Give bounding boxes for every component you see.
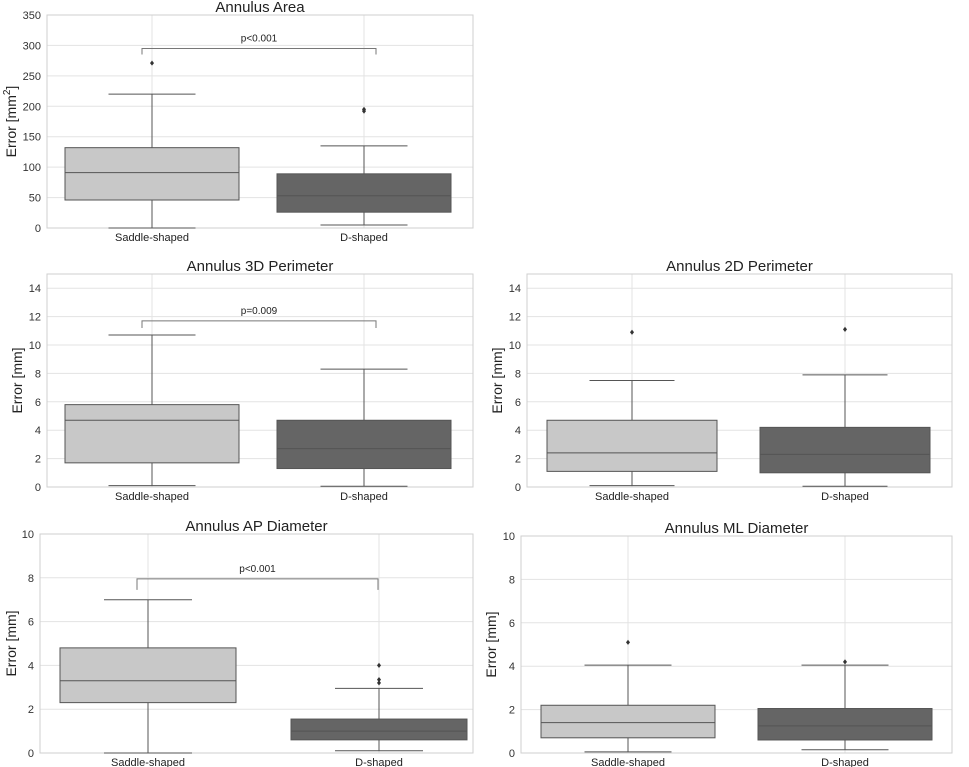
significance-label: p<0.001: [241, 33, 278, 44]
y-tick-label: 0: [35, 482, 41, 494]
significance-label: p=0.009: [241, 306, 278, 317]
outlier-point: [150, 60, 154, 66]
y-tick-label: 200: [23, 101, 41, 113]
box-saddle-shaped: [540, 704, 716, 739]
y-tick-label: 12: [509, 312, 521, 324]
chart-3: 0 2 4 6 8 10 12 14 Saddle-shaped D-shaped Annulus …: [489, 258, 953, 503]
x-category-label: Saddle-shaped: [595, 491, 669, 503]
y-tick-label: 4: [35, 425, 41, 437]
chart-title: Annulus 2D Perimeter: [666, 258, 813, 275]
y-tick-label: 0: [509, 748, 515, 760]
outlier-point: [626, 639, 630, 645]
significance-bracket: [141, 320, 377, 328]
y-tick-label: 250: [23, 71, 41, 83]
box-d-shaped: [276, 173, 452, 213]
y-axis-label-main: Error [mm]: [9, 347, 25, 413]
y-tick-label: 6: [28, 617, 34, 629]
y-tick-label: 4: [509, 661, 515, 673]
chart-2: 0 2 4 6 8 10 12 14 Saddle-shaped D-shaped p=0.009 A…: [9, 258, 474, 503]
y-axis-label: Error [mm]: [483, 611, 499, 677]
y-tick-label: 14: [509, 283, 521, 295]
chart-title: Annulus 3D Perimeter: [187, 258, 334, 275]
x-category-label: Saddle-shaped: [591, 757, 665, 767]
plot-frame: [46, 273, 474, 488]
y-tick-label: 8: [35, 368, 41, 380]
y-tick-label: 10: [22, 529, 34, 541]
y-tick-label: 150: [23, 132, 41, 144]
outlier-point: [843, 659, 847, 665]
box-saddle-shaped: [64, 147, 240, 201]
y-axis-label: Error [mm]: [3, 610, 19, 676]
y-tick-label: 350: [23, 10, 41, 22]
x-category-label: D-shaped: [821, 757, 869, 767]
plot-frame: [520, 535, 953, 754]
y-tick-label: 100: [23, 162, 41, 174]
y-axis-label: Error [mm]: [489, 347, 505, 413]
y-tick-label: 6: [35, 397, 41, 409]
significance-bracket: [136, 578, 379, 590]
box-d-shaped: [757, 708, 933, 741]
y-tick-label: 14: [29, 283, 41, 295]
y-tick-label: 2: [28, 704, 34, 716]
box-saddle-shaped: [64, 404, 240, 464]
chart-1: 0 50 100 150 200 250 300 350 Saddle-shaped D-shap…: [2, 0, 474, 244]
y-tick-label: 10: [509, 340, 521, 352]
y-tick-label: 50: [29, 193, 41, 205]
y-tick-label: 8: [515, 368, 521, 380]
y-tick-label: 0: [35, 223, 41, 235]
chart-title: Annulus ML Diameter: [665, 520, 809, 537]
plot-frame: [46, 14, 474, 229]
box-saddle-shaped: [546, 419, 718, 472]
y-axis-label: Error [mm2]: [2, 86, 19, 158]
y-tick-label: 10: [29, 340, 41, 352]
chart-title: Annulus AP Diameter: [185, 518, 327, 535]
outlier-point: [630, 329, 634, 335]
y-tick-label: 6: [509, 618, 515, 630]
box-d-shaped: [759, 426, 931, 474]
x-category-label: Saddle-shaped: [111, 757, 185, 767]
y-axis-label-main: Error [mm: [3, 95, 19, 157]
outlier-point: [843, 326, 847, 332]
box-saddle-shaped: [59, 647, 237, 704]
y-tick-label: 8: [28, 573, 34, 585]
x-category-label: Saddle-shaped: [115, 232, 189, 244]
outlier-point: [377, 662, 381, 668]
y-tick-label: 6: [515, 397, 521, 409]
x-category-label: D-shaped: [821, 491, 869, 503]
x-category-label: D-shaped: [340, 491, 388, 503]
y-tick-label: 12: [29, 312, 41, 324]
y-tick-label: 2: [35, 454, 41, 466]
y-tick-label: 4: [28, 660, 34, 672]
x-category-label: Saddle-shaped: [115, 491, 189, 503]
x-category-label: D-shaped: [340, 232, 388, 244]
box-d-shaped: [276, 419, 452, 470]
y-axis-label-main: Error [mm]: [483, 611, 499, 677]
significance-bracket: [141, 47, 377, 55]
y-axis-label-superscript: 2: [2, 89, 13, 95]
significance-label: p<0.001: [239, 564, 276, 575]
y-tick-label: 0: [515, 482, 521, 494]
y-axis-label-end: ]: [3, 86, 19, 90]
y-axis-label: Error [mm]: [9, 347, 25, 413]
y-tick-label: 8: [509, 574, 515, 586]
plot-frame: [526, 273, 953, 488]
outlier-point: [362, 106, 366, 112]
y-tick-label: 2: [515, 454, 521, 466]
y-tick-label: 0: [28, 748, 34, 760]
y-tick-label: 300: [23, 40, 41, 52]
y-axis-label-main: Error [mm]: [489, 347, 505, 413]
chart-title: Annulus Area: [215, 0, 305, 16]
outlier-point: [377, 677, 381, 683]
plot-frame: [39, 533, 474, 754]
box-d-shaped: [290, 718, 468, 741]
y-tick-label: 4: [515, 425, 521, 437]
chart-4: 0 2 4 6 8 10 Saddle-shaped D-shaped p<0.001 Annul…: [3, 518, 474, 767]
outlier-point: [377, 680, 381, 686]
y-tick-label: 10: [503, 531, 515, 543]
y-tick-label: 2: [509, 705, 515, 717]
chart-5: 0 2 4 6 8 10 Saddle-shaped D-shaped Annulus ML D…: [483, 520, 953, 767]
x-category-label: D-shaped: [355, 757, 403, 767]
y-axis-label-main: Error [mm]: [3, 610, 19, 676]
